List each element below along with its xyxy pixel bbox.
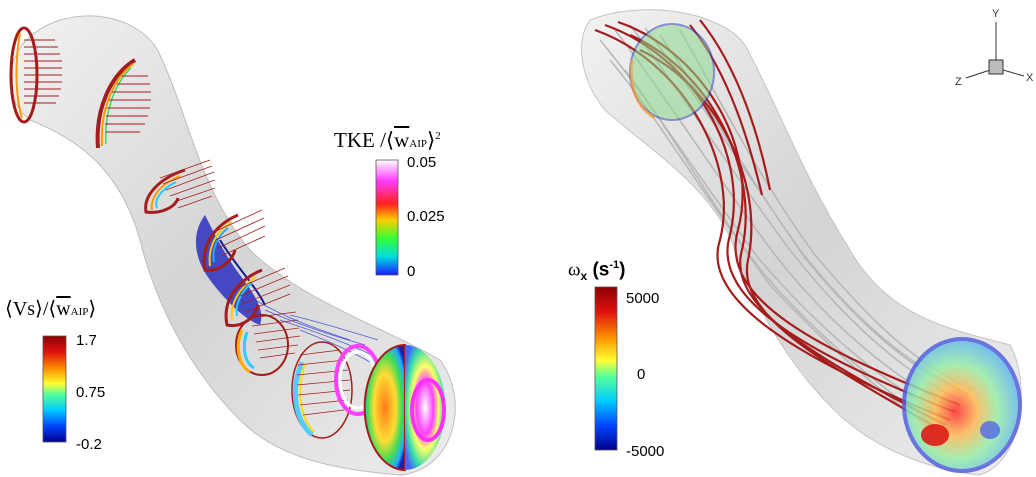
vorticity-tick-bottom: -5000: [626, 443, 665, 460]
tke-colorbar: [375, 159, 399, 276]
velocity-vectors-5: [237, 267, 291, 313]
vorticity-tick-mid: 0: [637, 366, 646, 383]
vorticity-tick-top: 5000: [626, 290, 660, 307]
tke-title-prefix: TKE /: [334, 128, 386, 152]
velocity-vectors-6: [249, 311, 301, 359]
omega-symbol: ω: [568, 259, 581, 281]
vorticity-colorbar: [594, 286, 618, 451]
omega-subscript: x: [580, 269, 588, 284]
vs-colorbar-title: ⟨Vs⟩/⟨wAIP⟩: [5, 298, 97, 320]
velocity-slice-4: [202, 213, 239, 272]
velocity-slice-7: [291, 341, 353, 439]
tke-colorbar-title: TKE /⟨wAIP⟩2: [334, 128, 441, 152]
velocity-vectors-3: [159, 159, 216, 209]
vs-tick-mid: 0.75: [76, 384, 106, 401]
inlet-vorticity-disk: [629, 23, 715, 121]
axis-label-z: Z: [955, 76, 962, 88]
vs-title-sub: AIP: [70, 306, 89, 318]
vs-tick-bottom: -0.2: [76, 436, 102, 453]
outlet-tke-slice: [405, 345, 446, 470]
axes-triad: [965, 22, 1025, 79]
tke-tick-mid: 0.025: [407, 208, 445, 225]
velocity-slice-2: [95, 58, 137, 149]
velocity-vectors-4: [213, 209, 266, 257]
outlet-vorticity-disk: [902, 337, 1022, 473]
vorticity-unit-close: ): [619, 259, 626, 281]
velocity-slice-3: [144, 168, 186, 214]
tke-title-w: w: [394, 128, 410, 152]
vorticity-colorbar-title: ωx (s-1): [568, 259, 626, 284]
vs-title-v: Vs: [12, 298, 36, 320]
velocity-vectors-2: [105, 75, 151, 133]
velocity-slice-6: [235, 314, 289, 376]
axis-label-y: Y: [992, 8, 1000, 20]
inlet-velocity-vectors: [24, 39, 62, 104]
blue-streamlines: [254, 299, 379, 366]
outlet-velocity-slice: [363, 343, 406, 472]
vs-title-w: w: [56, 298, 71, 320]
tke-title-power: 2: [435, 130, 441, 142]
tke-tick-top: 0.05: [407, 154, 437, 171]
right-duct: [581, 9, 1022, 476]
vorticity-unit-open: (s: [587, 259, 610, 281]
vs-tick-top: 1.7: [76, 332, 97, 349]
vorticity-unit-power: -1: [609, 259, 620, 271]
tke-tick-bottom: 0: [407, 263, 416, 280]
tke-title-sub: AIP: [409, 138, 428, 150]
vs-colorbar: [42, 335, 67, 443]
axis-label-x: X: [1026, 72, 1034, 84]
